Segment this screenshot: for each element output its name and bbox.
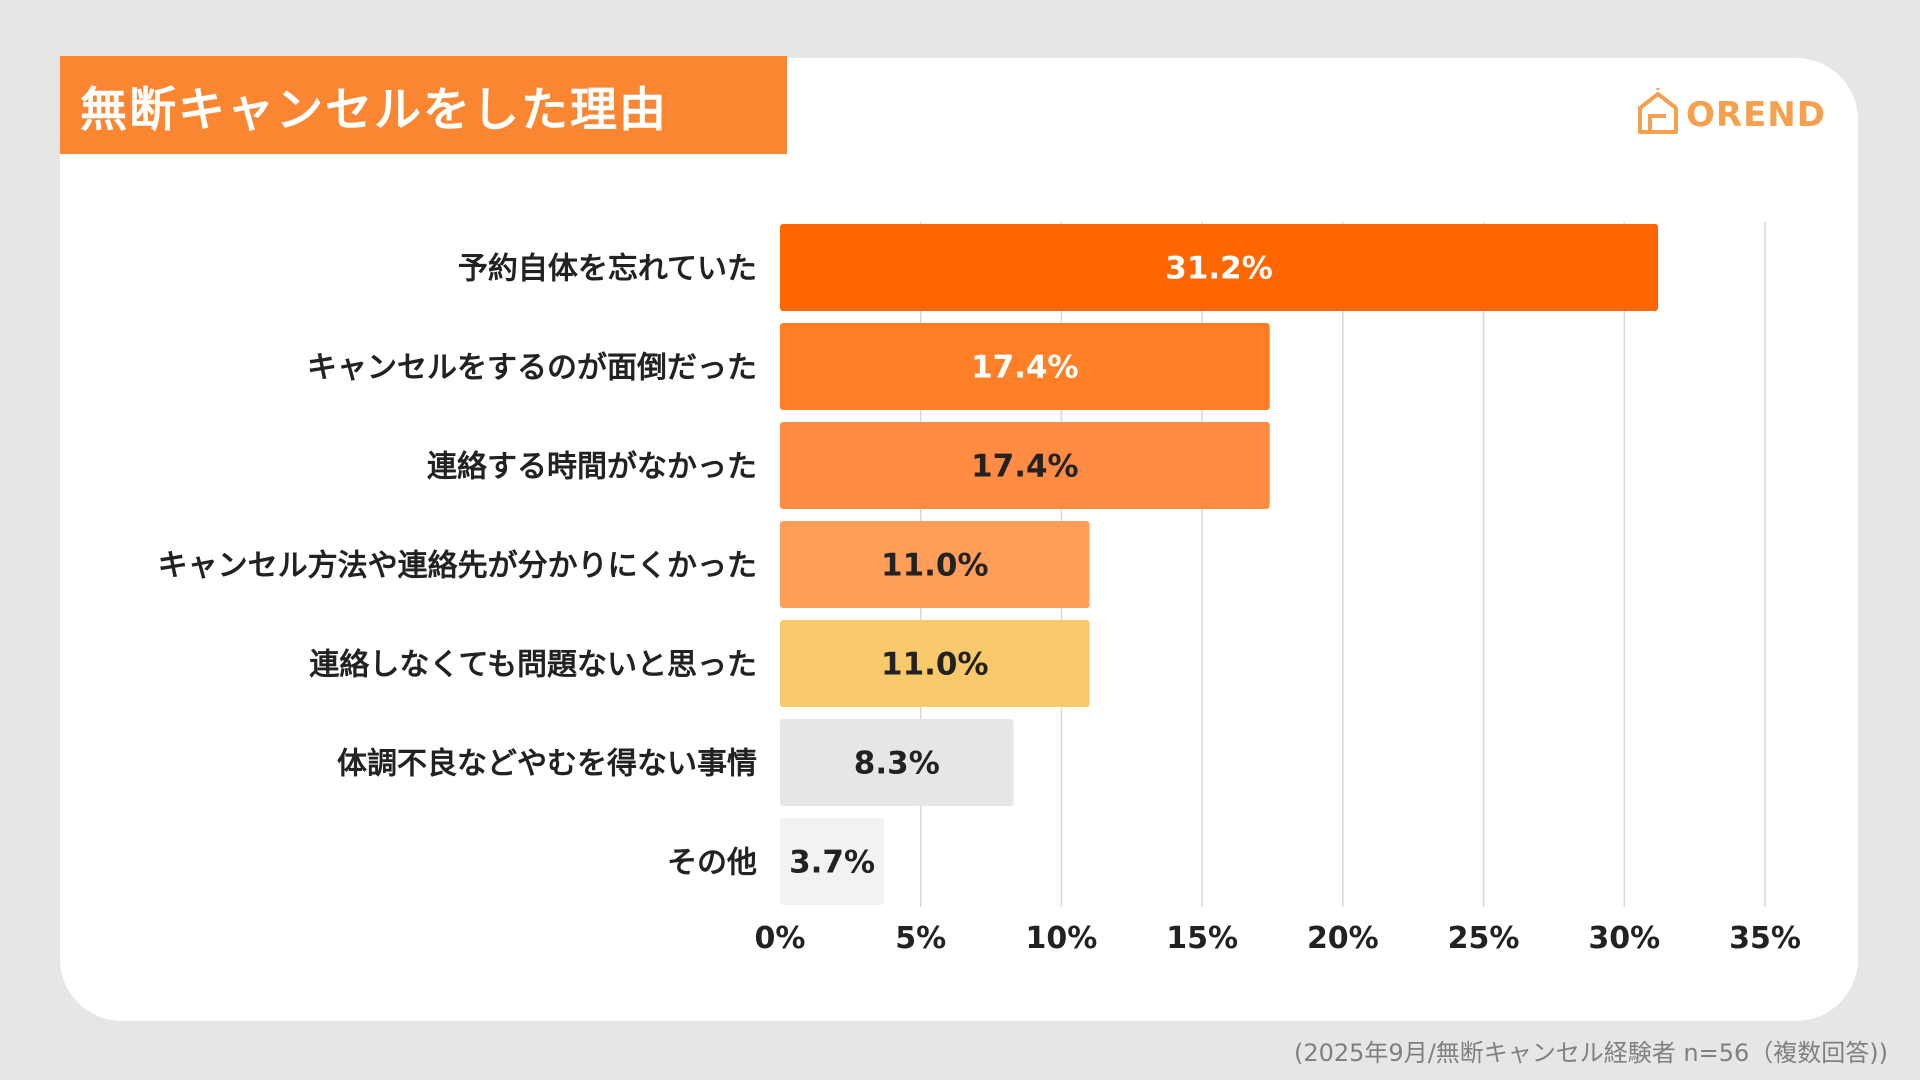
data-label: 3.7% [789, 845, 875, 881]
x-tick-label: 10% [1026, 921, 1098, 956]
data-label: 17.4% [971, 449, 1079, 485]
footnote: (2025年9月/無断キャンセル経験者 n=56（複数回答)) [1293, 1039, 1888, 1067]
category-label: 連絡しなくても問題ないと思った [309, 648, 757, 683]
data-label: 17.4% [971, 350, 1079, 386]
bar [780, 719, 1014, 806]
category-label: 連絡する時間がなかった [427, 450, 757, 485]
x-tick-label: 30% [1588, 921, 1660, 956]
category-label: 予約自体を忘れていた [458, 252, 757, 287]
x-tick-label: 5% [895, 921, 946, 956]
data-label: 8.3% [854, 746, 940, 782]
bar [780, 224, 1659, 311]
category-label: キャンセルをするのが面倒だった [307, 351, 757, 386]
data-label: 31.2% [1165, 251, 1273, 287]
x-tick-label: 20% [1307, 921, 1379, 956]
data-label: 11.0% [881, 548, 989, 584]
x-tick-label: 25% [1448, 921, 1520, 956]
category-label: その他 [667, 846, 757, 881]
bar [780, 422, 1270, 509]
bar [780, 818, 885, 905]
brand-logo: OREND [1636, 84, 1826, 146]
page-title: 無断キャンセルをした理由 [80, 82, 668, 138]
logo-text: OREND [1686, 95, 1826, 135]
bar [780, 323, 1270, 410]
category-label: キャンセル方法や連絡先が分かりにくかった [158, 549, 757, 584]
x-tick-label: 15% [1166, 921, 1238, 956]
x-tick-label: 0% [755, 921, 806, 956]
title-banner: 無断キャンセルをした理由 [60, 56, 787, 154]
data-label: 11.0% [881, 647, 989, 683]
bar [780, 620, 1090, 707]
x-tick-label: 35% [1729, 921, 1801, 956]
category-label: 体調不良などやむを得ない事情 [337, 747, 757, 782]
bar [780, 521, 1090, 608]
